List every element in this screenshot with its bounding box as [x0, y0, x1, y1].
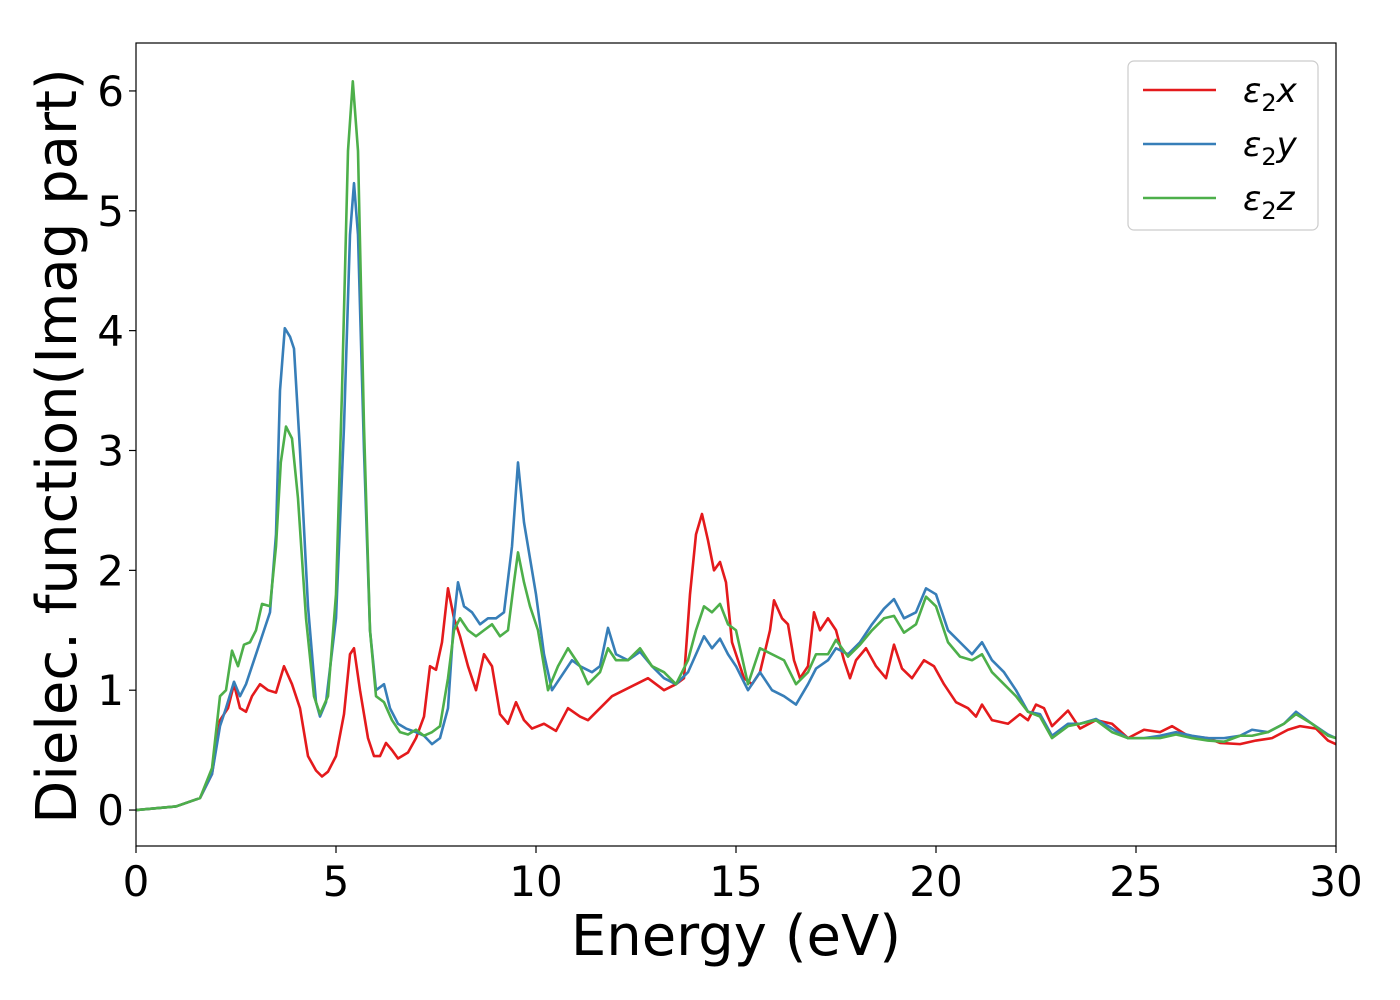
y-tick-label: 3 [97, 426, 124, 475]
x-tick-label: 30 [1309, 857, 1362, 906]
x-tick-label: 5 [323, 857, 350, 906]
x-tick-label: 15 [709, 857, 762, 906]
y-tick-label: 6 [97, 67, 124, 116]
y-tick-label: 4 [97, 307, 124, 356]
y-tick-label: 2 [97, 546, 124, 595]
y-tick-label: 5 [97, 187, 124, 236]
x-tick-label: 25 [1109, 857, 1162, 906]
y-axis-title: Dielec. function(Imag part) [25, 68, 90, 824]
x-axis-ticks: 0 5 10 15 20 25 30 [123, 846, 1363, 906]
x-tick-label: 0 [123, 857, 150, 906]
x-tick-label: 10 [509, 857, 562, 906]
legend-box [1127, 60, 1319, 231]
y-tick-label: 1 [97, 666, 124, 715]
x-axis-title: Energy (eV) [571, 904, 901, 969]
y-axis-ticks: 0 1 2 3 4 5 6 [97, 67, 136, 835]
series-layer [136, 80, 1336, 812]
series-line-z [136, 80, 1336, 812]
legend-label-z: ε2z [1243, 179, 1296, 225]
y-tick-label: 0 [97, 786, 124, 835]
legend-label-y: ε2y [1243, 125, 1298, 171]
series-line-x [136, 512, 1336, 812]
x-tick-label: 20 [909, 857, 962, 906]
legend-label-x: ε2x [1243, 71, 1298, 117]
legend: ε2x ε2y ε2z [1127, 60, 1319, 231]
